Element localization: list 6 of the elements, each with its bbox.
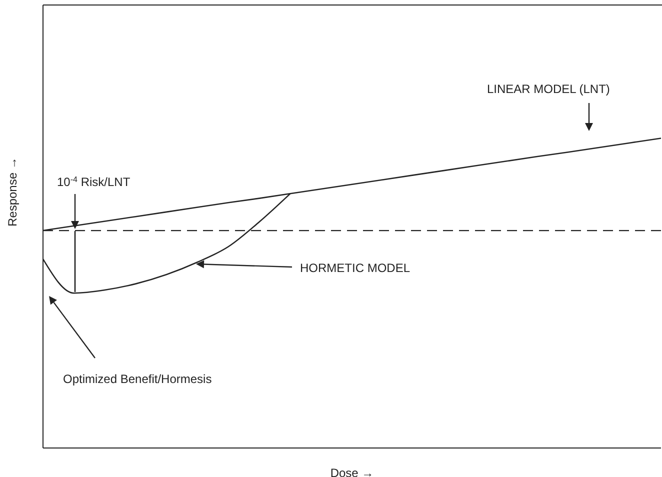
annotation: Optimized Benefit/Hormesis xyxy=(63,372,212,386)
y-axis-title: Response → xyxy=(5,157,20,226)
x-axis-title: Dose → xyxy=(330,466,374,477)
annotation: HORMETIC MODEL xyxy=(300,261,410,275)
annotation: 10$^{-4}$ Risk/LNT xyxy=(57,174,131,189)
text: LINEAR MODEL (LNT) xyxy=(487,82,610,96)
